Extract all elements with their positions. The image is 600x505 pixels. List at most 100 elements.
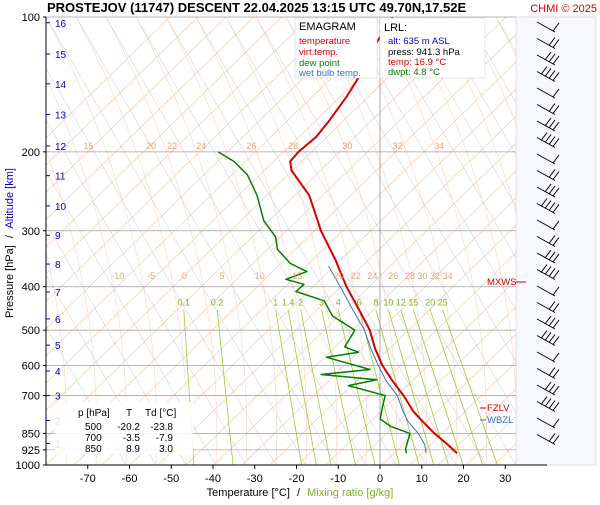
wind-barb-flag — [544, 68, 552, 77]
wind-barb-flag — [544, 117, 552, 127]
dry-adiabat-label: 22 — [167, 141, 177, 151]
moist-adiabat-line — [135, 17, 248, 465]
dry-adiabat-line — [46, 17, 199, 166]
moist-adiabat-line — [105, 17, 218, 465]
isotherm-label: -10 — [111, 271, 124, 281]
y-axis-label: Pressure [hPa] / Altitude [km] — [4, 168, 16, 318]
wind-barb — [536, 219, 560, 231]
lrl-box: LRL: alt: 635 m ASL press: 941.3 hPa tem… — [379, 17, 486, 79]
dry-adiabat-line — [46, 17, 255, 220]
wind-barb-flag — [540, 66, 548, 75]
pressure-tick-label: 200 — [22, 147, 40, 159]
wind-barb-flag — [552, 336, 560, 345]
wind-barb-shaft — [536, 203, 556, 214]
wind-barb-flag — [552, 187, 560, 197]
altitude-tick-label: 4 — [55, 367, 61, 378]
dry-adiabat-line — [241, 167, 547, 465]
wind-barb-shaft — [536, 104, 556, 115]
wind-barb — [536, 37, 560, 49]
isotherm-line — [105, 17, 367, 465]
wind-barb-flag — [552, 352, 560, 362]
wind-barb-flag — [544, 134, 552, 143]
dry-adiabat-line — [101, 31, 547, 465]
wind-barb-flag — [552, 121, 560, 131]
copyright-label: CHMI © 2025 — [530, 3, 597, 15]
x-tick-label: 30 — [499, 473, 511, 485]
mixing-ratio-line — [429, 309, 484, 465]
wind-barb-shaft — [536, 417, 556, 429]
wbzl-marker: WBZL — [487, 415, 513, 426]
x-tick-label: 20 — [457, 473, 469, 485]
wind-barb-flag — [540, 132, 548, 141]
dry-adiabat-line — [437, 358, 547, 465]
lrl-press: press: 941.3 hPa — [388, 47, 461, 58]
isotherm-line — [46, 68, 277, 465]
wind-barb-shaft — [536, 71, 556, 82]
x-axis-label-mixing: Mixing ratio [g/kg] — [307, 487, 393, 499]
isotherm-line — [46, 274, 157, 465]
wind-barb-flag — [544, 398, 552, 407]
wind-barb — [536, 87, 560, 99]
mixing-ratio-label: 25 — [438, 297, 448, 307]
table-row-850-p: 850 — [85, 444, 102, 455]
table-row-700-p: 700 — [85, 433, 102, 444]
pressure-tick-label: 700 — [22, 391, 40, 403]
x-axis-label-separator: / — [297, 487, 301, 499]
table-row-850-t: 8.9 — [126, 444, 140, 455]
wind-barb-flag — [548, 202, 556, 211]
wind-barb-flag — [548, 185, 556, 195]
moist-adiabat-line — [225, 17, 338, 465]
wind-barb-shaft — [536, 120, 556, 132]
wind-barb-flag — [552, 369, 560, 378]
dry-adiabat-label: 32 — [392, 141, 402, 151]
wind-barb-flag — [548, 317, 556, 327]
chart-title: PROSTEJOV (11747) DESCENT 22.04.2025 13:… — [47, 0, 466, 15]
wind-barb-flag — [548, 53, 556, 63]
dry-adiabat-line — [46, 17, 479, 439]
moist-adiabat-line — [165, 17, 278, 465]
dry-adiabat-line — [381, 303, 547, 465]
pressure-tick-label: 400 — [22, 282, 40, 294]
wind-barb — [536, 367, 560, 379]
isotherm-label: 34 — [443, 271, 453, 281]
dry-adiabat-label: 20 — [146, 141, 156, 151]
wind-barb-flag — [552, 237, 560, 246]
wind-barb-flag — [552, 435, 560, 444]
wind-barb — [536, 198, 560, 214]
dry-adiabat-line — [46, 17, 311, 275]
isotherm-label: 15 — [292, 271, 302, 281]
mixing-ratio-line — [216, 309, 234, 465]
mixing-ratio-label: 0.1 — [178, 297, 191, 307]
table-row-500-p: 500 — [85, 422, 102, 433]
mixing-ratio-label: 4 — [336, 297, 341, 307]
legend-item-virt-temp: virt.temp. — [299, 47, 338, 58]
wind-barb — [536, 132, 560, 148]
wind-barb-flag — [552, 418, 560, 428]
altitude-tick-label: 16 — [55, 19, 67, 30]
series-line-wet-bulb-temp- — [328, 265, 427, 454]
table-row-700-td: -7.9 — [156, 433, 174, 444]
wind-barb-flag — [552, 286, 560, 296]
wind-barb-shaft — [536, 318, 556, 330]
y-axis-label-separator: / — [4, 234, 16, 238]
isotherm-line — [435, 17, 547, 209]
mixing-ratio-line — [275, 309, 303, 465]
altitude-tick-label: 10 — [55, 202, 67, 213]
moist-adiabat-line — [195, 17, 308, 465]
wind-barb — [536, 183, 560, 198]
level-table: p [hPa] T Td [°C] 500 -20.2 -23.8 700 -3… — [55, 402, 193, 455]
x-tick-label: -50 — [163, 473, 179, 485]
wind-barb-flag — [552, 55, 560, 65]
dry-adiabat-line — [73, 17, 535, 465]
mixing-ratio-line — [321, 309, 356, 465]
table-header-p: p [hPa] — [78, 408, 110, 419]
dry-adiabat-line — [46, 17, 423, 384]
isotherm-line — [225, 17, 487, 465]
mixing-ratio-label: 0.2 — [211, 297, 224, 307]
isotherm-line — [255, 17, 517, 465]
mixing-ratio-label: 3 — [319, 297, 324, 307]
wind-barb-flag — [552, 88, 560, 98]
wind-barb-flag — [552, 303, 560, 312]
isotherm-label: 32 — [430, 271, 440, 281]
